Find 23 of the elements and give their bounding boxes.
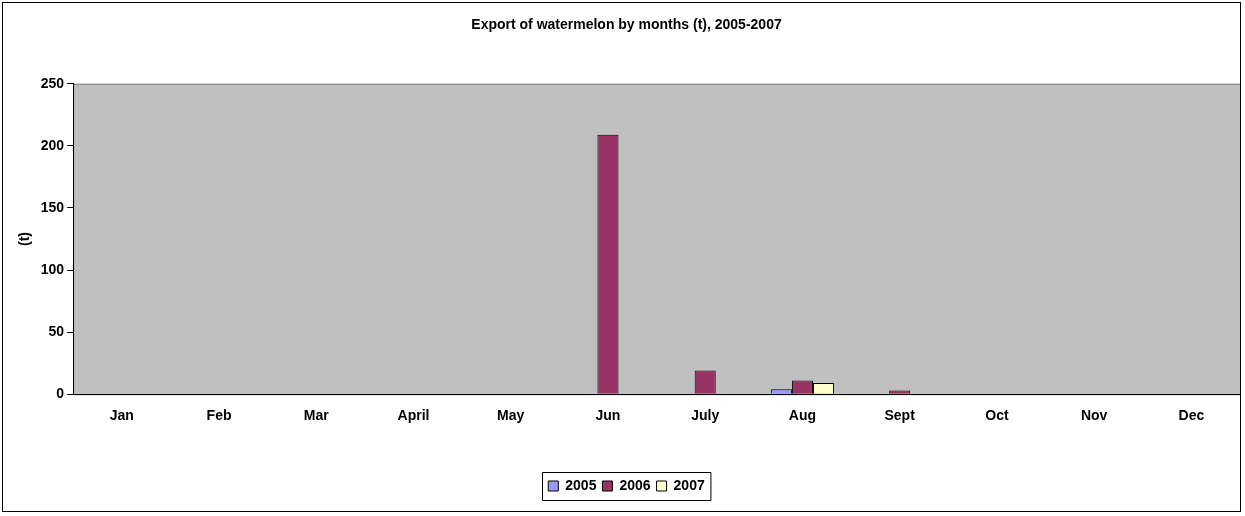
legend-label: 2007 [673, 476, 705, 493]
x-tick-label: Jun [595, 407, 621, 424]
x-tick-label: Mar [303, 407, 330, 424]
x-tick-label: Oct [985, 407, 1009, 424]
legend-label: 2006 [619, 476, 651, 493]
x-tick-label: Aug [788, 407, 817, 424]
x-tick-label: Feb [206, 407, 232, 424]
y-tick-label: 250 [40, 74, 65, 91]
y-tick-label: 0 [56, 385, 65, 402]
y-axis-title: (t) [16, 232, 33, 246]
x-tick-label: Dec [1178, 407, 1205, 424]
x-tick-label: Sept [884, 407, 916, 424]
chart-title: Export of watermelon by months (t), 2005-2007 [471, 16, 782, 33]
x-tick-label: Nov [1080, 407, 1108, 424]
legend-label: 2005 [565, 476, 597, 493]
y-tick-label: 50 [48, 322, 65, 339]
x-tick-label: July [691, 407, 720, 424]
x-tick-label: Jan [109, 407, 134, 424]
y-tick-label: 200 [40, 136, 65, 153]
x-tick-label: May [497, 407, 525, 424]
x-tick-label: April [397, 407, 430, 424]
y-tick-label: 150 [40, 198, 65, 215]
y-tick-label: 100 [40, 260, 65, 277]
